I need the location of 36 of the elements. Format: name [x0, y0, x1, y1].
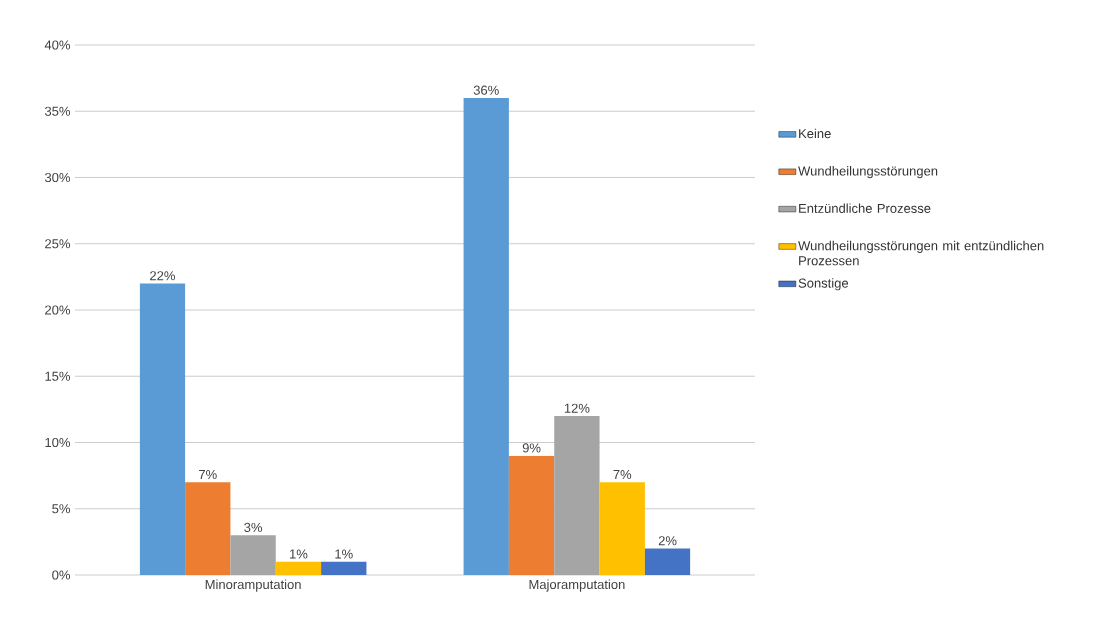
- y-tick-label: 20%: [45, 305, 71, 315]
- data-label: 7%: [613, 469, 632, 480]
- bar: [463, 98, 509, 575]
- x-tick-label: Minoramputation: [205, 579, 301, 592]
- bar: [644, 548, 691, 575]
- y-tick-label: 10%: [45, 437, 71, 448]
- data-label: 3%: [244, 522, 263, 533]
- legend-label: Sonstige: [798, 278, 849, 291]
- bar: [185, 482, 231, 575]
- bar: [554, 415, 600, 575]
- data-label: 22%: [150, 271, 175, 281]
- data-label: 36%: [473, 85, 499, 95]
- data-label: 7%: [199, 469, 217, 480]
- bar: [321, 561, 367, 575]
- y-tick-label: 30%: [44, 172, 71, 183]
- bar: [275, 561, 322, 575]
- y-tick-label: 0%: [52, 570, 71, 580]
- bar: [139, 283, 186, 575]
- data-label: 12%: [564, 403, 590, 413]
- data-label: 2%: [658, 536, 677, 546]
- legend-label: Entzündliche Prozesse: [799, 203, 931, 213]
- bar: [508, 455, 555, 575]
- bar: [599, 482, 645, 575]
- legend-label: Keine: [799, 128, 831, 139]
- legend-label: Wundheilungsstörungen: [798, 166, 938, 179]
- legend-label: Wundheilungsstörungen mit entzündlichen Prozessen: [798, 240, 1044, 266]
- y-tick-label: 5%: [52, 504, 71, 514]
- y-tick-label: 40%: [44, 40, 71, 50]
- x-tick-label: Majoramputation: [529, 579, 625, 592]
- bar: [230, 535, 276, 575]
- data-label: 1%: [335, 549, 353, 559]
- y-tick-label: 25%: [45, 239, 71, 249]
- data-label: 9%: [522, 443, 541, 453]
- y-tick-label: 35%: [44, 106, 71, 116]
- data-label: 1%: [290, 549, 308, 559]
- y-tick-label: 15%: [45, 371, 71, 381]
